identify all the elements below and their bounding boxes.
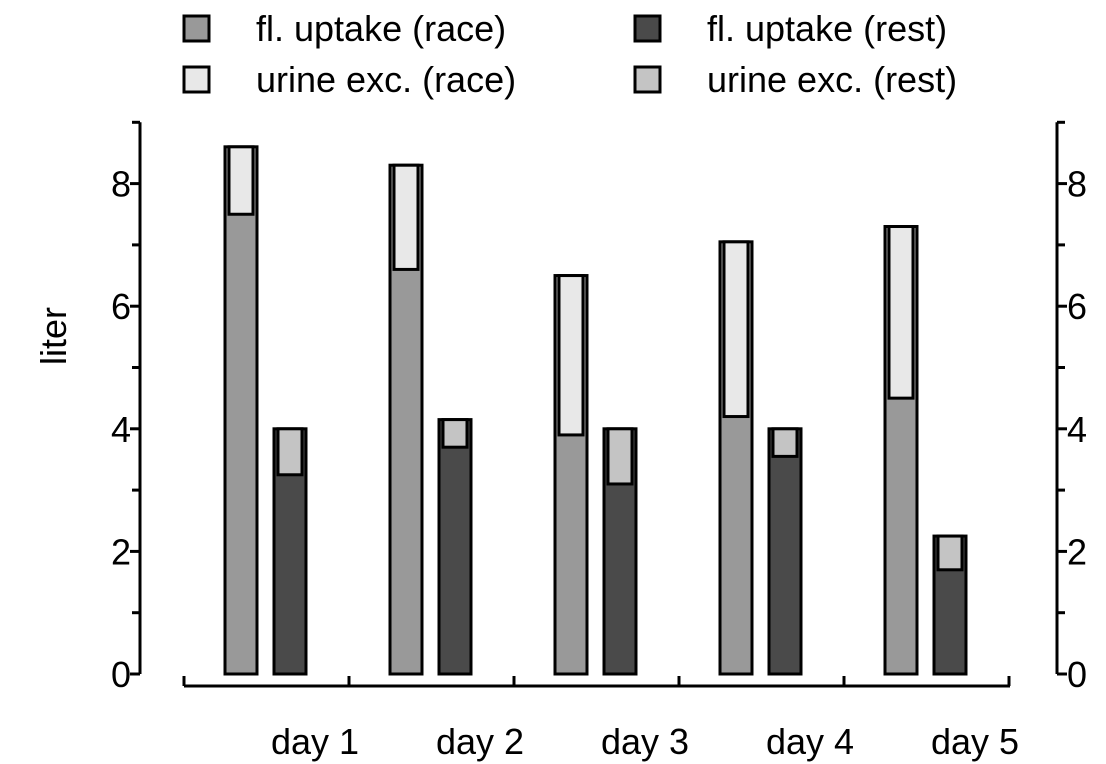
left-y-tick-label: 6 [111, 286, 131, 327]
legend-swatch [633, 14, 662, 43]
y-axis-label: liter [33, 307, 74, 365]
bar-urine-exc-rest [441, 418, 469, 449]
bar-fl-uptake-rest [437, 418, 473, 676]
x-tick-label: day 1 [271, 721, 359, 762]
left-y-tick-label: 8 [111, 164, 131, 205]
x-tick-label: day 2 [436, 721, 524, 762]
legend-swatch [182, 14, 211, 43]
legend-swatch [182, 65, 211, 94]
legend: fl. uptake (race) fl. uptake (rest) urine … [182, 8, 957, 100]
bar-urine-exc-rest [936, 534, 964, 572]
axes: 0 0 2 2 4 4 6 6 8 8 day 1 day 2 day 3 day 4 day 5 [111, 120, 1087, 762]
legend-label: urine exc. (rest) [707, 59, 957, 100]
legend-label: urine exc. (race) [256, 59, 516, 100]
legend-label: fl. uptake (rest) [707, 8, 947, 49]
x-tick-label: day 4 [766, 721, 854, 762]
bar-urine-exc-race [392, 163, 420, 271]
legend-swatch [633, 65, 662, 94]
right-y-tick-label: 2 [1067, 531, 1087, 572]
right-y-tick-label: 0 [1067, 654, 1087, 695]
x-tick-label: day 3 [601, 721, 689, 762]
bars [223, 145, 968, 676]
left-y-tick-label: 0 [111, 654, 131, 695]
right-y-tick-label: 6 [1067, 286, 1087, 327]
right-y-tick-label: 4 [1067, 409, 1087, 450]
bar-urine-exc-race [887, 225, 915, 400]
bar-urine-exc-rest [276, 427, 304, 477]
bar-urine-exc-rest [771, 427, 799, 458]
legend-label: fl. uptake (race) [256, 8, 506, 49]
bar-urine-exc-rest [606, 427, 634, 486]
bar-urine-exc-race [557, 274, 585, 437]
bar-fl-uptake-rest [767, 427, 803, 676]
x-tick-label: day 5 [931, 721, 1019, 762]
left-y-tick-label: 2 [111, 531, 131, 572]
left-y-tick-label: 4 [111, 409, 131, 450]
bar-urine-exc-race [722, 240, 750, 419]
bar-fl-uptake-race [223, 145, 259, 676]
bar-urine-exc-race [227, 145, 255, 216]
right-y-tick-label: 8 [1067, 164, 1087, 205]
